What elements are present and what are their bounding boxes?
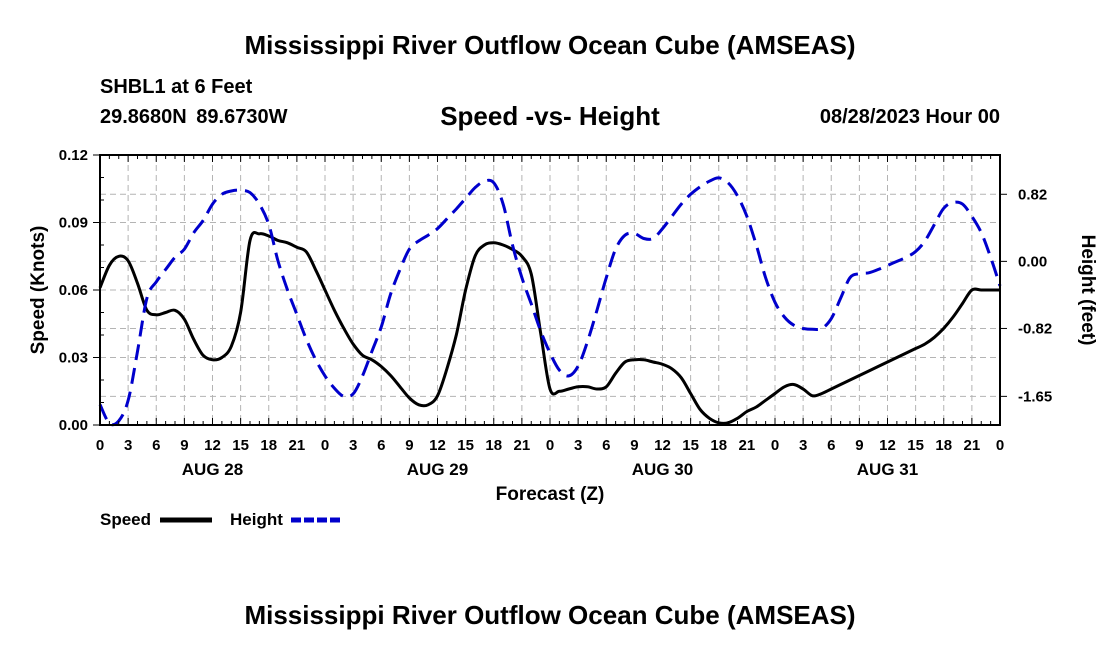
x-tick-label: 12	[204, 437, 221, 454]
y-tick-label: 0.00	[59, 417, 88, 434]
x-tick-label: 3	[349, 437, 357, 454]
x-tick-label: 6	[602, 437, 610, 454]
y2-tick-label: 0.00	[1018, 253, 1047, 270]
x-tick-label: 18	[485, 437, 502, 454]
legend-label-speed: Speed	[100, 510, 151, 529]
station-coordinates: 29.8680N 89.6730W	[100, 106, 288, 128]
x-day-label: AUG 29	[407, 460, 468, 479]
x-tick-label: 15	[232, 437, 249, 454]
y2-tick-label: -1.65	[1018, 388, 1052, 405]
x-tick-label: 0	[321, 437, 329, 454]
x-tick-label: 9	[855, 437, 863, 454]
x-tick-label: 3	[124, 437, 132, 454]
x-tick-label: 21	[964, 437, 981, 454]
x-tick-label: 21	[289, 437, 306, 454]
chart-main-title: Mississippi River Outflow Ocean Cube (AM…	[244, 30, 856, 60]
x-tick-label: 3	[799, 437, 807, 454]
series-line-height	[98, 176, 1002, 427]
x-tick-label: 18	[260, 437, 277, 454]
x-tick-label: 6	[152, 437, 160, 454]
y2-tick-label: 0.82	[1018, 186, 1047, 203]
x-tick-label: 9	[630, 437, 638, 454]
series-lines	[98, 176, 1002, 427]
series-line-speed	[98, 231, 1000, 425]
x-tick-label: 12	[879, 437, 896, 454]
y-tick-label: 0.03	[59, 350, 88, 367]
x-tick-label: 0	[996, 437, 1004, 454]
x-tick-label: 0	[546, 437, 554, 454]
x-tick-label: 15	[682, 437, 699, 454]
y-tick-label: 0.06	[59, 282, 88, 299]
x-tick-label: 12	[654, 437, 671, 454]
x-tick-label: 15	[907, 437, 924, 454]
grid-lines	[100, 155, 1000, 425]
y-tick-label: 0.12	[59, 147, 88, 164]
axis-labels: 0 3 6 9 12 15 18 21 0 3 6 9 12 15 18 21 0 3 6 9 12 15 18 21 0 3 6 9…	[28, 147, 1098, 505]
x-tick-label: 6	[377, 437, 385, 454]
x-tick-label: 6	[827, 437, 835, 454]
x-tick-label: 0	[96, 437, 104, 454]
x-tick-label: 21	[739, 437, 756, 454]
x-tick-label: 21	[514, 437, 531, 454]
x-tick-label: 18	[710, 437, 727, 454]
y2-axis-title: Height (feet)	[1077, 235, 1098, 346]
y-tick-label: 0.09	[59, 215, 88, 232]
x-tick-label: 9	[180, 437, 188, 454]
x-axis-title: Forecast (Z)	[496, 484, 605, 505]
x-day-label: AUG 31	[857, 460, 918, 479]
legend-label-height: Height	[230, 510, 283, 529]
x-tick-label: 9	[405, 437, 413, 454]
axis-ticks	[93, 154, 1007, 426]
x-tick-label: 15	[457, 437, 474, 454]
x-tick-label: 12	[429, 437, 446, 454]
station-label: SHBL1 at 6 Feet	[100, 76, 253, 98]
footer-title: Mississippi River Outflow Ocean Cube (AM…	[244, 600, 856, 630]
x-day-label: AUG 28	[182, 460, 243, 479]
y2-tick-label: -0.82	[1018, 320, 1052, 337]
x-tick-label: 18	[935, 437, 952, 454]
y-axis-title: Speed (Knots)	[28, 226, 49, 355]
legend: Speed Height	[100, 510, 343, 529]
x-tick-label: 3	[574, 437, 582, 454]
chart-subtitle: Speed -vs- Height	[440, 101, 660, 131]
x-tick-label: 0	[771, 437, 779, 454]
date-stamp: 08/28/2023 Hour 00	[819, 106, 1000, 128]
x-day-label: AUG 30	[632, 460, 693, 479]
